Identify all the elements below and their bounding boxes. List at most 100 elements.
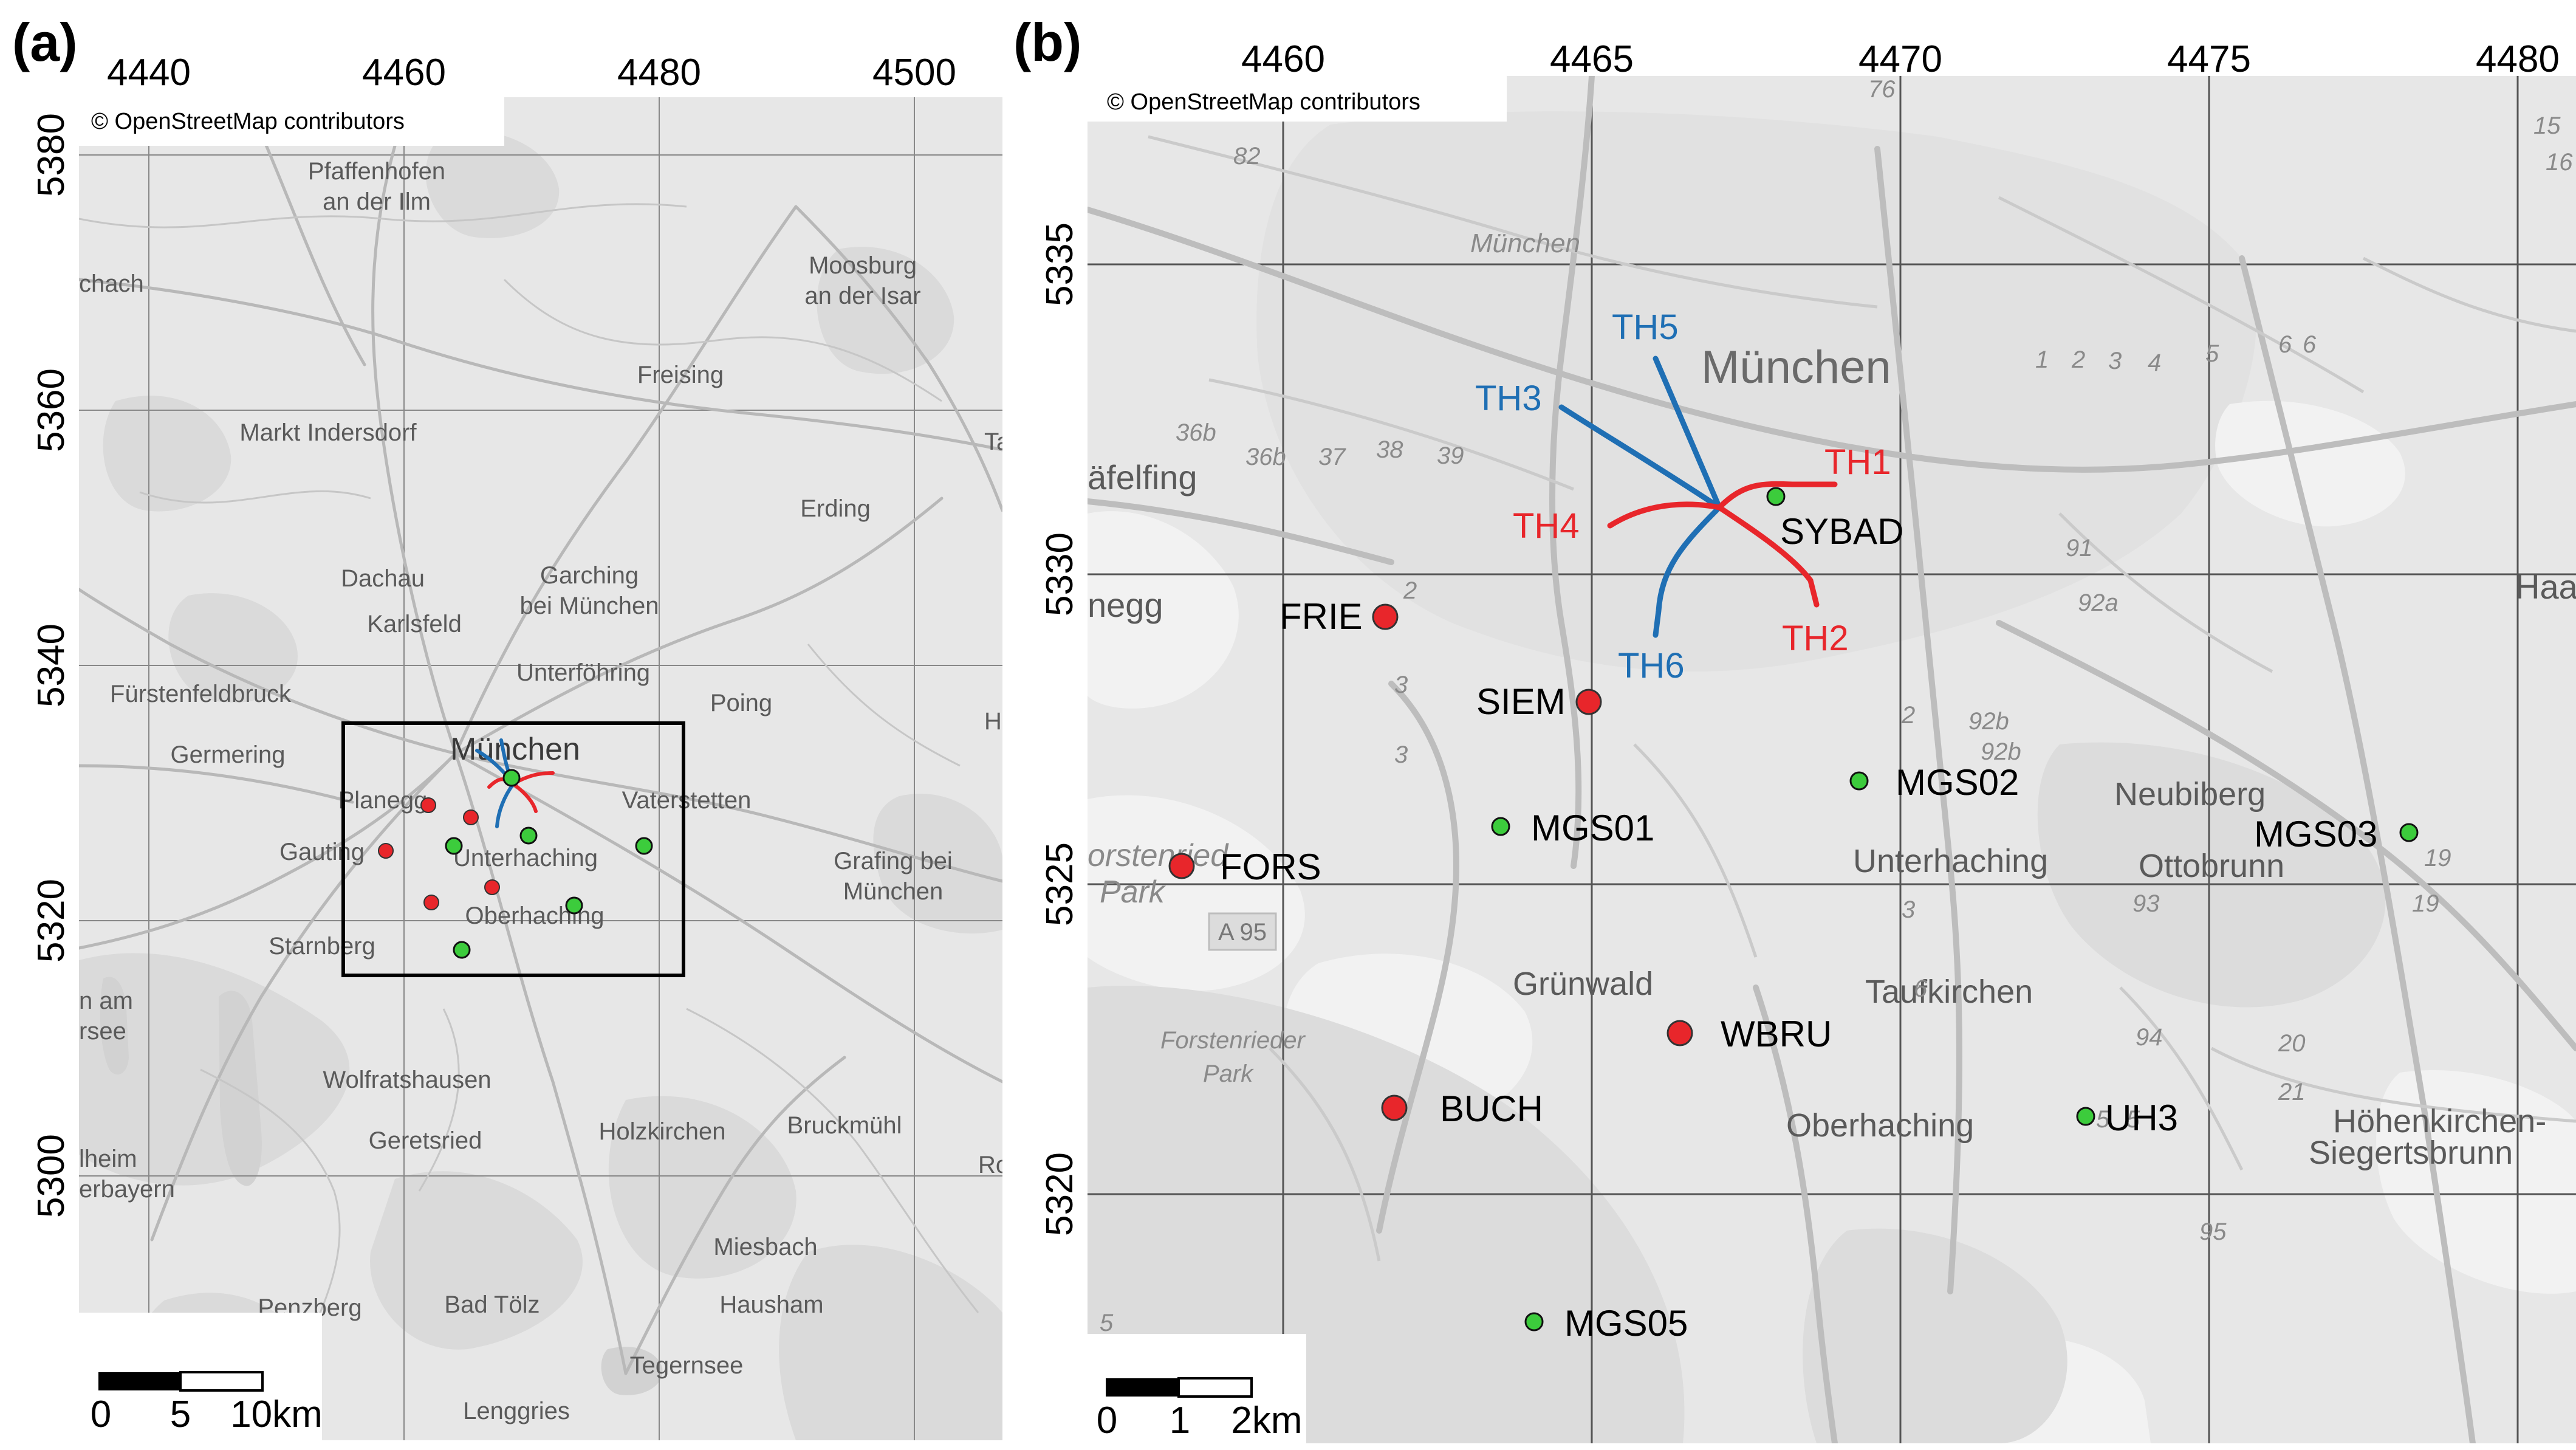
station-label: MGS02 <box>1896 762 2019 803</box>
scale-bar-label: 2km <box>1231 1400 1302 1441</box>
station-label: FORS <box>1220 847 1321 887</box>
road-number: 4 <box>2148 349 2161 376</box>
station-marker-red <box>1372 603 1399 630</box>
station-marker-green <box>519 826 538 845</box>
station-label: WBRU <box>1721 1014 1832 1054</box>
place-label: Ottobrunn <box>2139 848 2284 884</box>
place-label: Moosburg <box>809 252 917 279</box>
station-marker-green <box>2399 823 2419 842</box>
place-label: bei München <box>519 593 659 619</box>
road-number: 6 <box>1914 975 1928 1002</box>
place-label: Grünwald <box>1513 966 1653 1002</box>
station-marker-red <box>1667 1020 1693 1046</box>
well-label-red: TH2 <box>1782 619 1849 658</box>
scale-bar-label: 0 <box>91 1393 111 1435</box>
place-label: München <box>450 732 580 767</box>
station-label: MGS03 <box>2254 814 2377 854</box>
place-label: äfelfing <box>1088 458 1197 497</box>
panel-a-ytick: 5380 <box>30 113 72 197</box>
panel-a-map: Pfaffenhofen an der Ilm Moosburg an der … <box>79 97 1016 1440</box>
station-marker-red <box>1575 689 1602 715</box>
road-number: 36b <box>1245 444 1286 470</box>
panel-b-ytick: 5325 <box>1039 842 1081 926</box>
panel-b-ytick: 5330 <box>1039 532 1081 616</box>
station-label: MGS05 <box>1564 1303 1688 1344</box>
panel-b-xtick: 4480 <box>2476 38 2560 80</box>
road-number: 93 <box>2132 890 2160 917</box>
road-number: 5 <box>1100 1310 1114 1336</box>
zoom-extent-box <box>341 721 685 977</box>
panel-b-station-labels: FRIE SIEM FORS WBRU BUCH SYBAD MGS01 MGS… <box>1220 511 2377 1344</box>
road-number: 6 <box>2278 331 2292 358</box>
station-marker-green <box>565 896 583 915</box>
panel-a-ytick: 5300 <box>30 1134 72 1218</box>
place-label: Ta <box>984 428 1010 455</box>
scale-bar-label: 10km <box>230 1393 323 1435</box>
place-label: Holzkirchen <box>599 1118 726 1145</box>
place-label: Park <box>1203 1060 1254 1087</box>
place-label: Haar <box>2515 568 2576 606</box>
station-label: SYBAD <box>1780 511 1903 552</box>
panel-b-ytick: 5320 <box>1039 1152 1081 1236</box>
panel-b: (b) 4460 4465 4470 4475 4480 5335 5330 5… <box>1013 12 2576 1443</box>
panel-b-road-numbers: 82 76 36b 36b 37 38 39 1 2 3 4 5 6 6 91 … <box>1100 76 2573 1336</box>
panel-b-place-labels: München München äfelfing negg Haar Neubi… <box>1088 228 2576 1171</box>
well-label-red: TH4 <box>1513 506 1580 546</box>
road-number: 6 <box>2303 331 2317 358</box>
station-marker-green <box>1524 1312 1544 1331</box>
place-label: Ha <box>984 708 1016 735</box>
panel-b-stations <box>1168 487 2419 1331</box>
station-marker-green <box>453 941 471 959</box>
station-marker-green <box>1849 771 1869 791</box>
panel-a-stations <box>378 769 653 959</box>
place-label: Freising <box>637 362 724 388</box>
place-label: Forstenrieder <box>1160 1027 1306 1054</box>
station-marker-green <box>635 837 653 855</box>
panel-b-map: München München äfelfing negg Haar Neubi… <box>1088 76 2576 1443</box>
place-label: Wolfratshausen <box>323 1067 491 1093</box>
panel-a-place-labels: Pfaffenhofen an der Ilm Moosburg an der … <box>79 158 1016 1424</box>
station-label: SIEM <box>1476 681 1566 722</box>
well-path-th1 <box>1716 481 1838 510</box>
road-number: 91 <box>2066 535 2093 562</box>
place-label: Erding <box>800 495 871 522</box>
panel-b-xtick: 4465 <box>1550 38 1634 80</box>
road-number: 20 <box>2278 1030 2306 1057</box>
road-number: 3 <box>2108 348 2122 374</box>
place-label: negg <box>1088 586 1163 624</box>
road-number: 94 <box>2136 1024 2163 1051</box>
well-path-th4 <box>1607 501 1722 529</box>
well-path-th6 <box>1653 504 1722 638</box>
place-label: Starnberg <box>269 933 375 960</box>
panel-a-xtick: 4500 <box>872 52 956 94</box>
road-number: 92b <box>1981 738 2021 765</box>
scale-bar-label: 1 <box>1170 1400 1190 1441</box>
place-label: München <box>1701 342 1891 393</box>
road-number: 38 <box>1376 436 1403 463</box>
road-number: 5 <box>2126 1106 2140 1133</box>
place-label: orstenried <box>1088 838 1229 873</box>
place-label: Dachau <box>341 565 425 592</box>
place-label: Garching <box>540 562 639 589</box>
road-number: 3 <box>1394 672 1408 698</box>
place-label: Taufkirchen <box>1865 974 2033 1010</box>
road-number: 2 <box>1901 702 1915 729</box>
place-label: Bruckmühl <box>787 1112 902 1139</box>
station-marker-green <box>502 769 521 787</box>
station-marker-red <box>423 895 439 910</box>
station-label: MGS01 <box>1531 808 1654 848</box>
road-number: 21 <box>2278 1079 2306 1105</box>
place-label: an der Isar <box>804 283 920 309</box>
place-label: rsee <box>79 1018 126 1045</box>
place-label: Miesbach <box>713 1234 817 1260</box>
well-label-blue: TH3 <box>1475 379 1542 418</box>
place-label: Vaterstetten <box>622 787 752 814</box>
scale-bar-label: 0 <box>1097 1400 1117 1441</box>
station-marker-red <box>1168 853 1195 879</box>
scale-bar-label: 5 <box>170 1393 191 1435</box>
well-path-th2 <box>1716 504 1820 608</box>
panel-b-ytick: 5335 <box>1039 222 1081 306</box>
place-label: Lenggries <box>463 1398 570 1424</box>
road-number: 37 <box>1318 444 1346 470</box>
